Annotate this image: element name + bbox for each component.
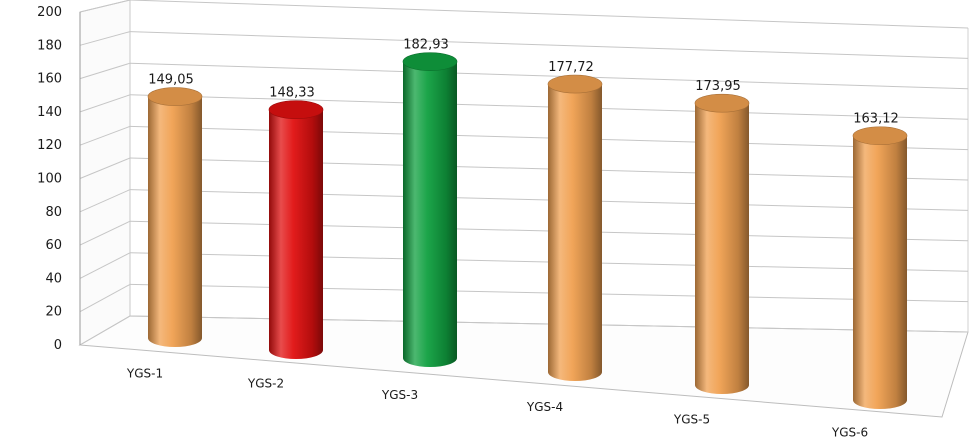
y-tick-label: 100 — [37, 172, 62, 187]
x-tick-label: YGS-5 — [673, 412, 710, 426]
bar-ygs-1 — [147, 87, 203, 347]
gridline-side — [79, 31, 131, 46]
y-tick-label: 140 — [37, 105, 62, 120]
x-tick-label: YGS-1 — [126, 367, 163, 381]
bar-body — [548, 84, 602, 381]
bar-top — [694, 93, 750, 113]
bar-top — [547, 74, 603, 94]
gridline-side — [79, 94, 131, 113]
floor — [78, 315, 969, 418]
gridline-side — [79, 252, 131, 279]
bar-ygs-4 — [547, 74, 603, 381]
gridline-side — [79, 283, 131, 313]
chart-walls — [78, 0, 969, 418]
data-labels: 149,05 148,33 182,93 177,72 173,95 163,12 — [148, 38, 899, 127]
bar-body — [853, 135, 907, 409]
side-wall — [79, 0, 131, 346]
y-tick-label: 20 — [45, 305, 62, 320]
bar-ygs-3 — [402, 52, 458, 367]
y-tick-label: 60 — [45, 238, 62, 253]
bars — [147, 52, 908, 409]
bar-top — [852, 126, 908, 146]
bar-body — [695, 103, 749, 395]
x-tick-label: YGS-6 — [831, 425, 868, 439]
y-tick-label: 80 — [45, 205, 62, 220]
y-axis: 0 20 40 60 80 100 120 140 160 180 200 — [37, 5, 81, 353]
data-label: 163,12 — [853, 112, 899, 127]
gridline-side — [79, 157, 131, 179]
y-tick-label: 0 — [54, 338, 62, 353]
bar-top — [268, 100, 324, 120]
gridline — [129, 62, 969, 90]
gridline-side — [79, 125, 131, 146]
data-label: 173,95 — [695, 79, 741, 94]
bar-top — [147, 87, 203, 106]
gridlines — [79, 0, 969, 346]
gridline — [129, 31, 969, 59]
x-tick-label: YGS-3 — [381, 388, 418, 402]
data-label: 182,93 — [403, 38, 449, 53]
bar-ygs-6 — [852, 126, 908, 409]
gridline-side — [79, 220, 131, 246]
bar-ygs-2 — [268, 100, 324, 359]
y-tick-label: 200 — [37, 5, 62, 20]
bar-top — [402, 52, 458, 71]
gridline-side — [79, 189, 131, 213]
gridline-side — [79, 315, 131, 346]
gridline — [129, 0, 969, 29]
y-tick-label: 40 — [45, 271, 62, 286]
bar-body — [403, 61, 457, 367]
x-tick-label: YGS-4 — [526, 400, 563, 414]
x-tick-label: YGS-2 — [247, 377, 284, 391]
gridline-side — [79, 62, 131, 80]
data-label: 177,72 — [548, 60, 594, 75]
y-tick-label: 160 — [37, 72, 62, 87]
gridline-side — [79, 0, 131, 13]
y-tick-label: 120 — [37, 138, 62, 153]
x-axis: YGS-1 YGS-2 YGS-3 YGS-4 YGS-5 YGS-6 — [126, 367, 868, 440]
bar-ygs-5 — [694, 93, 750, 395]
bar-body — [269, 109, 323, 359]
data-label: 149,05 — [148, 73, 194, 88]
data-label: 148,33 — [269, 86, 315, 101]
bar-body — [148, 96, 202, 347]
y-tick-label: 180 — [37, 38, 62, 53]
